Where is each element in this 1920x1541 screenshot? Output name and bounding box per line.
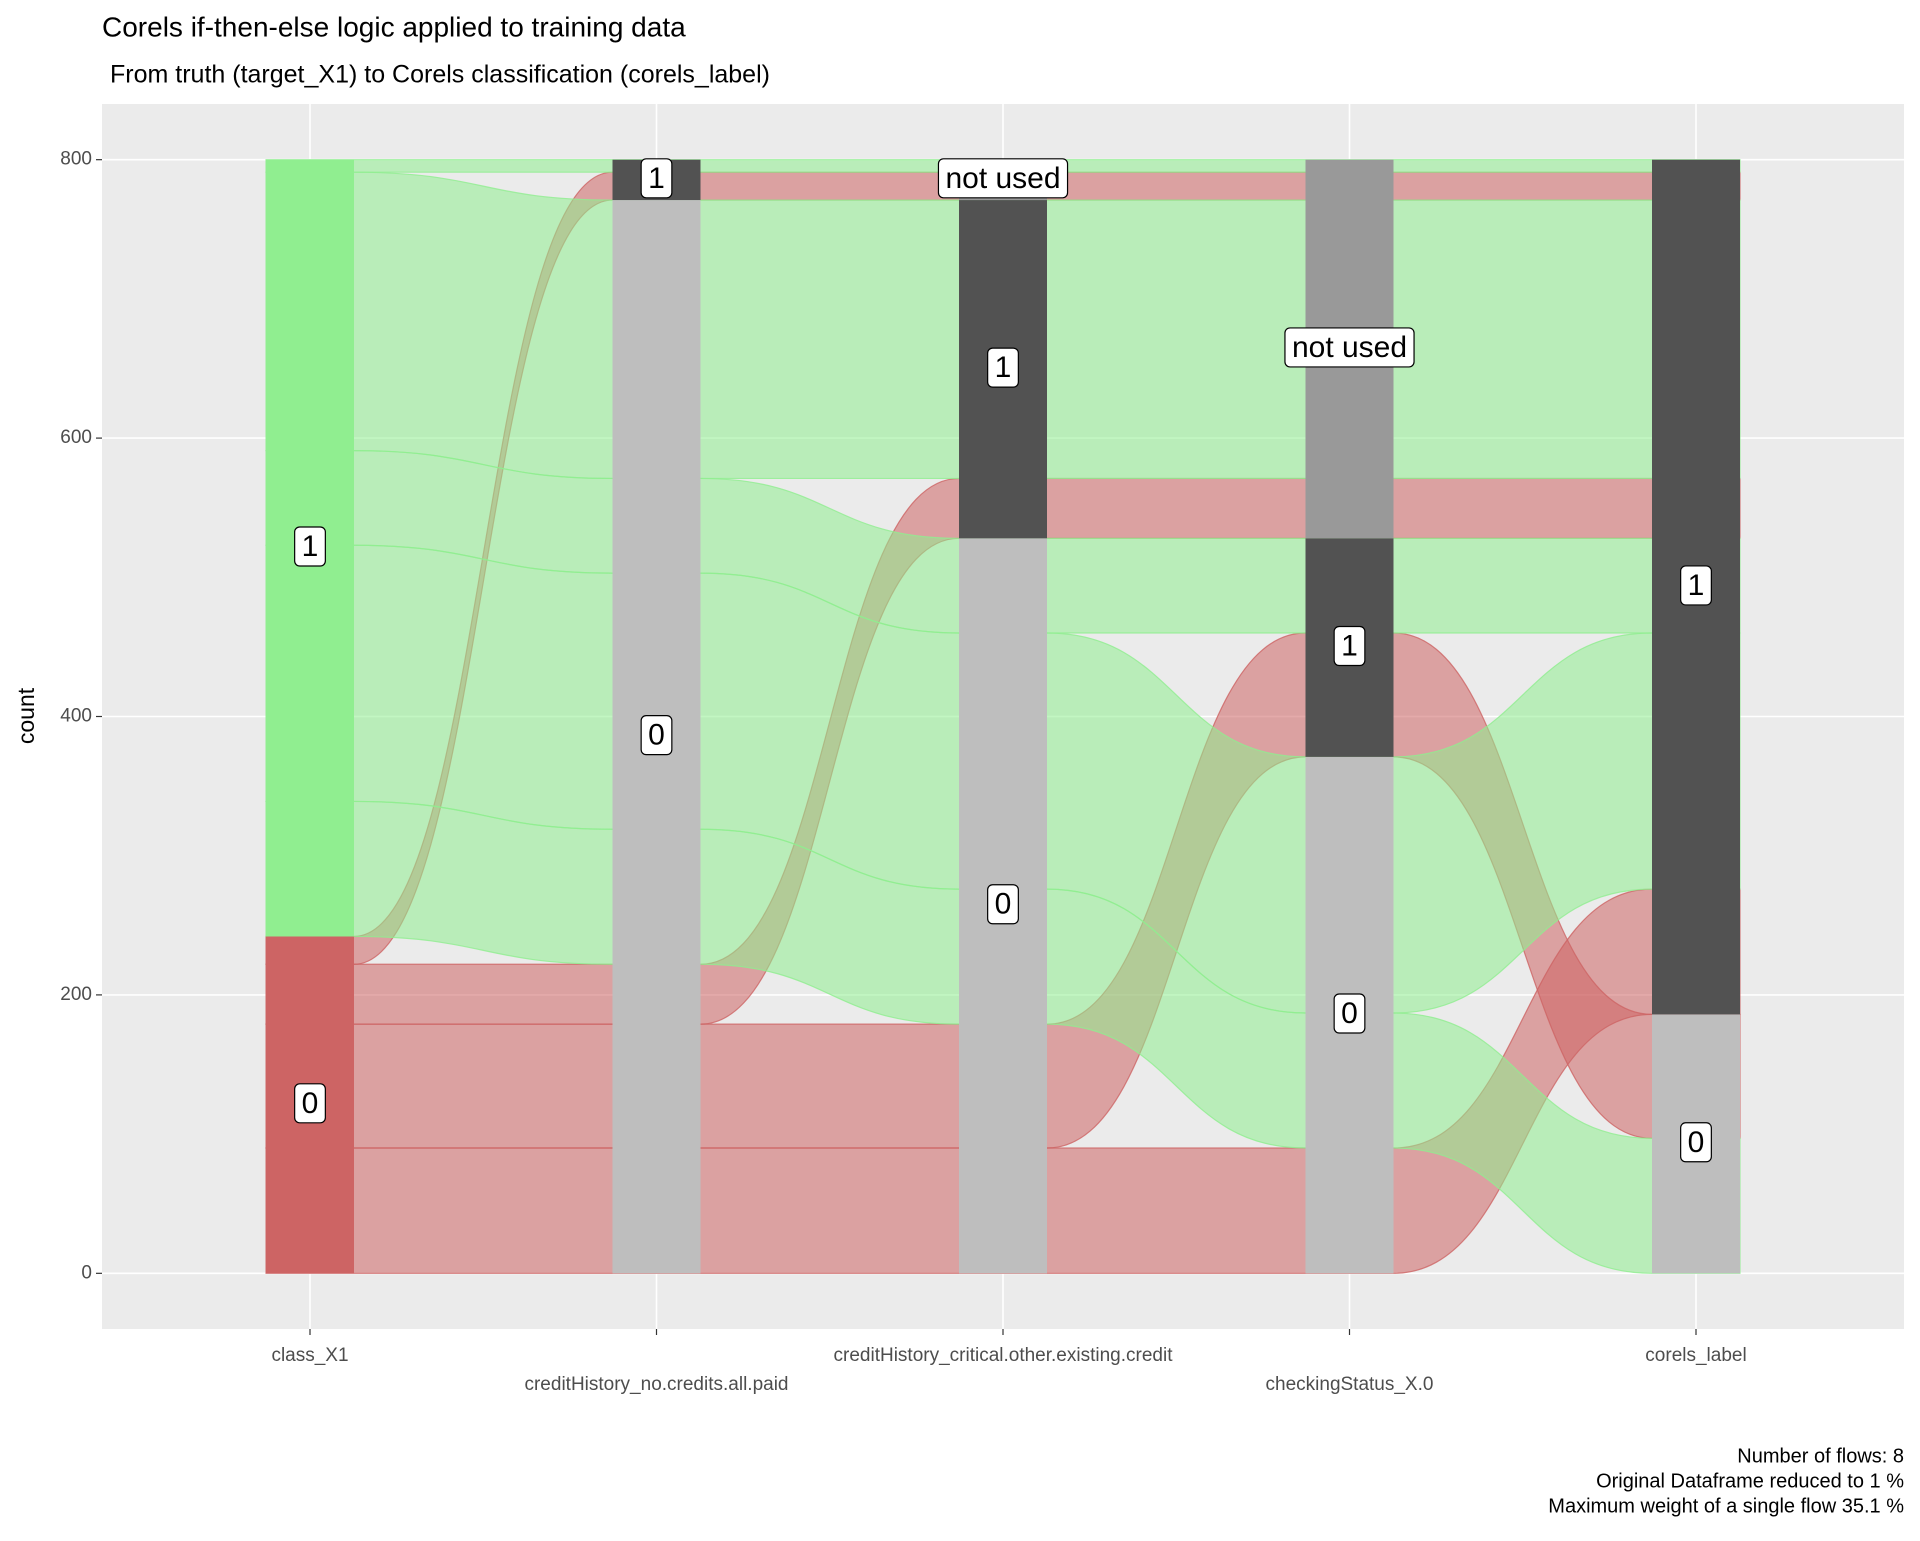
x-tick-label: creditHistory_critical.other.existing.cr… [834, 1345, 1174, 1366]
stratum-label: not used [945, 162, 1060, 195]
x-tick-label: corels_label [1645, 1345, 1746, 1366]
y-tick-label: 200 [60, 984, 92, 1005]
y-tick-label: 0 [81, 1262, 92, 1283]
label-box [640, 158, 673, 199]
x-tick-label: creditHistory_no.credits.all.paid [524, 1374, 788, 1395]
label-box [640, 715, 673, 756]
stratum-label: 0 [302, 1087, 319, 1120]
y-tick-label: 400 [60, 706, 92, 727]
label-box [1680, 565, 1712, 606]
label-box [294, 1083, 326, 1124]
stratum-label: 1 [1341, 630, 1358, 663]
label-box [987, 884, 1019, 925]
y-axis-title: count [13, 687, 39, 744]
chart-subtitle: From truth (target_X1) to Corels classif… [110, 61, 770, 89]
label-box [1333, 625, 1366, 667]
stratum-label: 0 [1688, 1126, 1705, 1159]
caption: Number of flows: 8 [1737, 1445, 1904, 1467]
stratum-label: 1 [302, 530, 319, 563]
stratum-label: 0 [995, 888, 1012, 921]
stratum-label: 1 [995, 351, 1012, 384]
x-tick-label: checkingStatus_X.0 [1266, 1374, 1434, 1395]
label-box [987, 347, 1019, 388]
y-tick-label: 800 [60, 149, 92, 170]
chart-title: Corels if-then-else logic applied to tra… [102, 11, 686, 42]
caption: Original Dataframe reduced to 1 % [1596, 1470, 1904, 1492]
stratum-label: 1 [648, 162, 665, 195]
label-box [1680, 1122, 1712, 1163]
label-box [1333, 993, 1366, 1034]
caption: Maximum weight of a single flow 35.1 % [1548, 1495, 1904, 1517]
stratum-label: 0 [1341, 997, 1358, 1030]
stratum-labels: 0 1 0 1 0 1 not used 0 1 not used 0 1 [294, 158, 1712, 1163]
stratum-label: not used [1292, 331, 1407, 364]
stratum-label: 0 [648, 719, 665, 752]
label-box [937, 158, 1069, 199]
y-tick-label: 600 [60, 427, 92, 448]
label-box [294, 526, 326, 567]
stratum-label: 1 [1688, 569, 1705, 602]
x-tick-label: class_X1 [271, 1345, 348, 1366]
label-box [1284, 327, 1415, 368]
